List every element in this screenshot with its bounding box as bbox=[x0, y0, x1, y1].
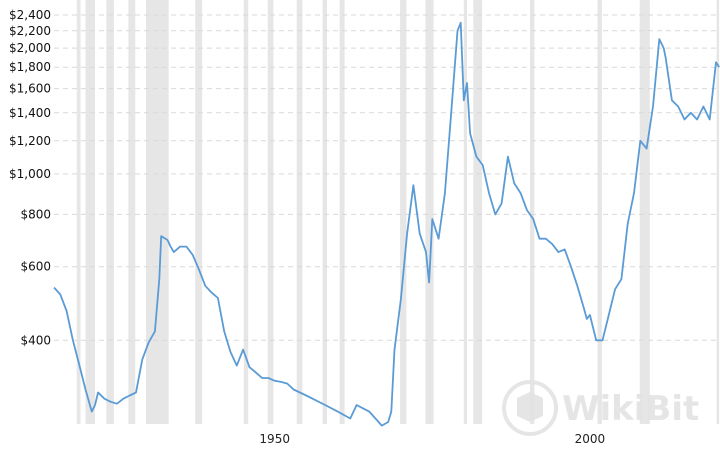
x-tick-label: 2000 bbox=[575, 432, 606, 446]
y-tick-label: $2,200 bbox=[9, 24, 51, 38]
y-tick-label: $400 bbox=[20, 333, 51, 347]
recession-band bbox=[195, 0, 203, 424]
recession-band bbox=[106, 0, 114, 424]
recession-band bbox=[716, 0, 720, 424]
recession-band bbox=[425, 0, 434, 424]
y-tick-label: $1,400 bbox=[9, 106, 51, 120]
recession-band bbox=[530, 0, 535, 424]
y-tick-label: $1,800 bbox=[9, 60, 51, 74]
recession-band bbox=[400, 0, 407, 424]
x-tick-label: 1950 bbox=[259, 432, 290, 446]
recession-band bbox=[597, 0, 602, 424]
y-tick-label: $1,600 bbox=[9, 82, 51, 96]
recession-band bbox=[243, 0, 249, 424]
recession-bands bbox=[76, 0, 720, 424]
y-axis-tick-labels: $400 $600 $800 $1,000 $1,200 $1,400 $1,600 $1,8… bbox=[9, 8, 51, 347]
y-tick-label: $1,200 bbox=[9, 134, 51, 148]
recession-band bbox=[473, 0, 483, 424]
recession-band bbox=[146, 0, 169, 424]
recession-band bbox=[296, 0, 303, 424]
y-tick-label: $600 bbox=[20, 260, 51, 274]
grid-lines bbox=[54, 14, 716, 341]
y-tick-label: $2,000 bbox=[9, 41, 51, 55]
y-tick-label: $800 bbox=[20, 207, 51, 221]
recession-band bbox=[322, 0, 327, 424]
y-tick-label: $2,400 bbox=[9, 8, 51, 22]
recession-band bbox=[128, 0, 136, 424]
watermark-text: WikiBit bbox=[562, 389, 699, 429]
watermark: WikiBit bbox=[502, 380, 699, 436]
recession-band bbox=[85, 0, 95, 424]
recession-band bbox=[639, 0, 650, 424]
x-axis-tick-labels: 1950 2000 bbox=[259, 432, 605, 446]
recession-band bbox=[76, 0, 81, 424]
y-tick-label: $1,000 bbox=[9, 167, 51, 181]
series-line bbox=[53, 21, 720, 427]
recession-band bbox=[267, 0, 274, 424]
recession-band bbox=[463, 0, 467, 424]
recession-band bbox=[339, 0, 345, 424]
watermark-logo bbox=[502, 380, 558, 436]
